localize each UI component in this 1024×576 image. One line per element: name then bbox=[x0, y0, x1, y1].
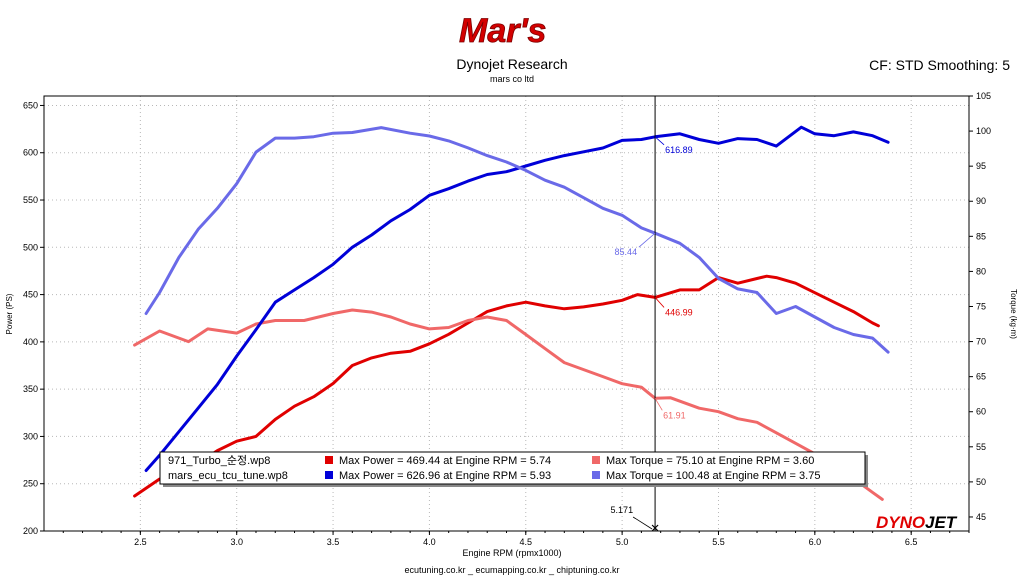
x-tick-label: 5.5 bbox=[712, 537, 725, 547]
y-right-tick-label: 60 bbox=[976, 407, 986, 417]
x-tick-label: 4.5 bbox=[520, 537, 533, 547]
legend-power-swatch bbox=[325, 456, 333, 464]
axes: 2.5 3.0 3.5 4.0 4.5 5.0 5.5 6.0 6.5 200 250 300 350 4… bbox=[23, 91, 991, 547]
y-left-tick-label: 250 bbox=[23, 479, 38, 489]
annotation-label: 85.44 bbox=[615, 247, 638, 257]
annotation-leader bbox=[654, 136, 665, 146]
dynojet-brand: DYNO JET bbox=[876, 513, 958, 532]
y-left-tick-label: 200 bbox=[23, 526, 38, 536]
legend-file-name: mars_ecu_tcu_tune.wp8 bbox=[168, 470, 288, 482]
x-tick-label: 6.0 bbox=[809, 537, 822, 547]
y-axis-right-label: Torque (kg·m) bbox=[1009, 289, 1018, 339]
x-tick-label: 3.5 bbox=[327, 537, 340, 547]
y-left-tick-label: 550 bbox=[23, 195, 38, 205]
annotation-leader bbox=[654, 297, 665, 308]
y-right-tick-label: 85 bbox=[976, 231, 986, 241]
brand-dyno: DYNO bbox=[876, 513, 925, 532]
page-subtitle: mars co ltd bbox=[489, 74, 534, 84]
series-line-1 bbox=[133, 308, 884, 501]
annotation-label: 61.91 bbox=[663, 410, 686, 420]
annotations: 616.89 85.44 446.99 61.91 bbox=[615, 136, 693, 420]
x-tick-label: 2.5 bbox=[134, 537, 147, 547]
brand-jet: JET bbox=[925, 513, 958, 532]
logo-wordmark: Mar's bbox=[459, 12, 546, 50]
series-line-2 bbox=[144, 125, 890, 472]
cf-label: CF: STD Smoothing: 5 bbox=[869, 57, 1010, 73]
legend-file-name: 971_Turbo_순정.wp8 bbox=[168, 454, 270, 467]
legend-power-label: Max Power = 469.44 at Engine RPM = 5.74 bbox=[339, 455, 551, 467]
legend-torque-label: Max Torque = 100.48 at Engine RPM = 3.75 bbox=[606, 470, 820, 482]
grid bbox=[44, 96, 969, 532]
legend-torque-swatch bbox=[592, 471, 600, 479]
y-left-tick-label: 600 bbox=[23, 148, 38, 158]
annotation-leader bbox=[654, 398, 663, 411]
series-line-3 bbox=[144, 126, 890, 354]
legend: 971_Turbo_순정.wp8 Max Power = 469.44 at En… bbox=[159, 451, 868, 487]
x-tick-label: 6.5 bbox=[905, 537, 918, 547]
footer-links: ecutuning.co.kr _ ecumapping.co.kr _ chi… bbox=[404, 565, 620, 575]
y-left-tick-label: 350 bbox=[23, 384, 38, 394]
y-axis-left-label: Power (PS) bbox=[5, 293, 14, 334]
y-right-tick-label: 50 bbox=[976, 477, 986, 487]
y-right-tick-label: 55 bbox=[976, 442, 986, 452]
annotation-label: 446.99 bbox=[665, 307, 693, 317]
y-right-tick-label: 95 bbox=[976, 161, 986, 171]
cursor-label: 5.171 bbox=[611, 505, 634, 515]
x-tick-label: 5.0 bbox=[616, 537, 629, 547]
y-left-tick-label: 650 bbox=[23, 100, 38, 110]
cursor-leader bbox=[632, 516, 653, 530]
y-left-tick-label: 300 bbox=[23, 431, 38, 441]
x-axis-label: Engine RPM (rpmx1000) bbox=[462, 548, 561, 558]
cursor-marker bbox=[651, 524, 659, 532]
brand-logo: Mar's bbox=[455, 8, 570, 51]
y-right-tick-label: 75 bbox=[976, 301, 986, 311]
y-right-tick-label: 70 bbox=[976, 337, 986, 347]
annotation-label: 616.89 bbox=[665, 145, 693, 155]
y-right-tick-label: 80 bbox=[976, 266, 986, 276]
legend-power-swatch bbox=[325, 471, 333, 479]
y-right-tick-label: 105 bbox=[976, 91, 991, 101]
y-left-tick-label: 400 bbox=[23, 337, 38, 347]
y-right-tick-label: 45 bbox=[976, 512, 986, 522]
series-line-0 bbox=[133, 274, 880, 498]
legend-torque-swatch bbox=[592, 456, 600, 464]
legend-torque-label: Max Torque = 75.10 at Engine RPM = 3.60 bbox=[606, 455, 814, 467]
y-right-tick-label: 90 bbox=[976, 196, 986, 206]
page-title: Dynojet Research bbox=[456, 56, 568, 72]
x-tick-label: 3.0 bbox=[230, 537, 243, 547]
y-left-tick-label: 500 bbox=[23, 242, 38, 252]
annotation-leader bbox=[638, 232, 656, 248]
series bbox=[133, 125, 890, 501]
legend-power-label: Max Power = 626.96 at Engine RPM = 5.93 bbox=[339, 470, 551, 482]
y-right-tick-label: 65 bbox=[976, 372, 986, 382]
legend-box bbox=[159, 451, 866, 485]
y-left-tick-label: 450 bbox=[23, 290, 38, 300]
x-tick-label: 4.0 bbox=[423, 537, 436, 547]
y-right-tick-label: 100 bbox=[976, 126, 991, 136]
